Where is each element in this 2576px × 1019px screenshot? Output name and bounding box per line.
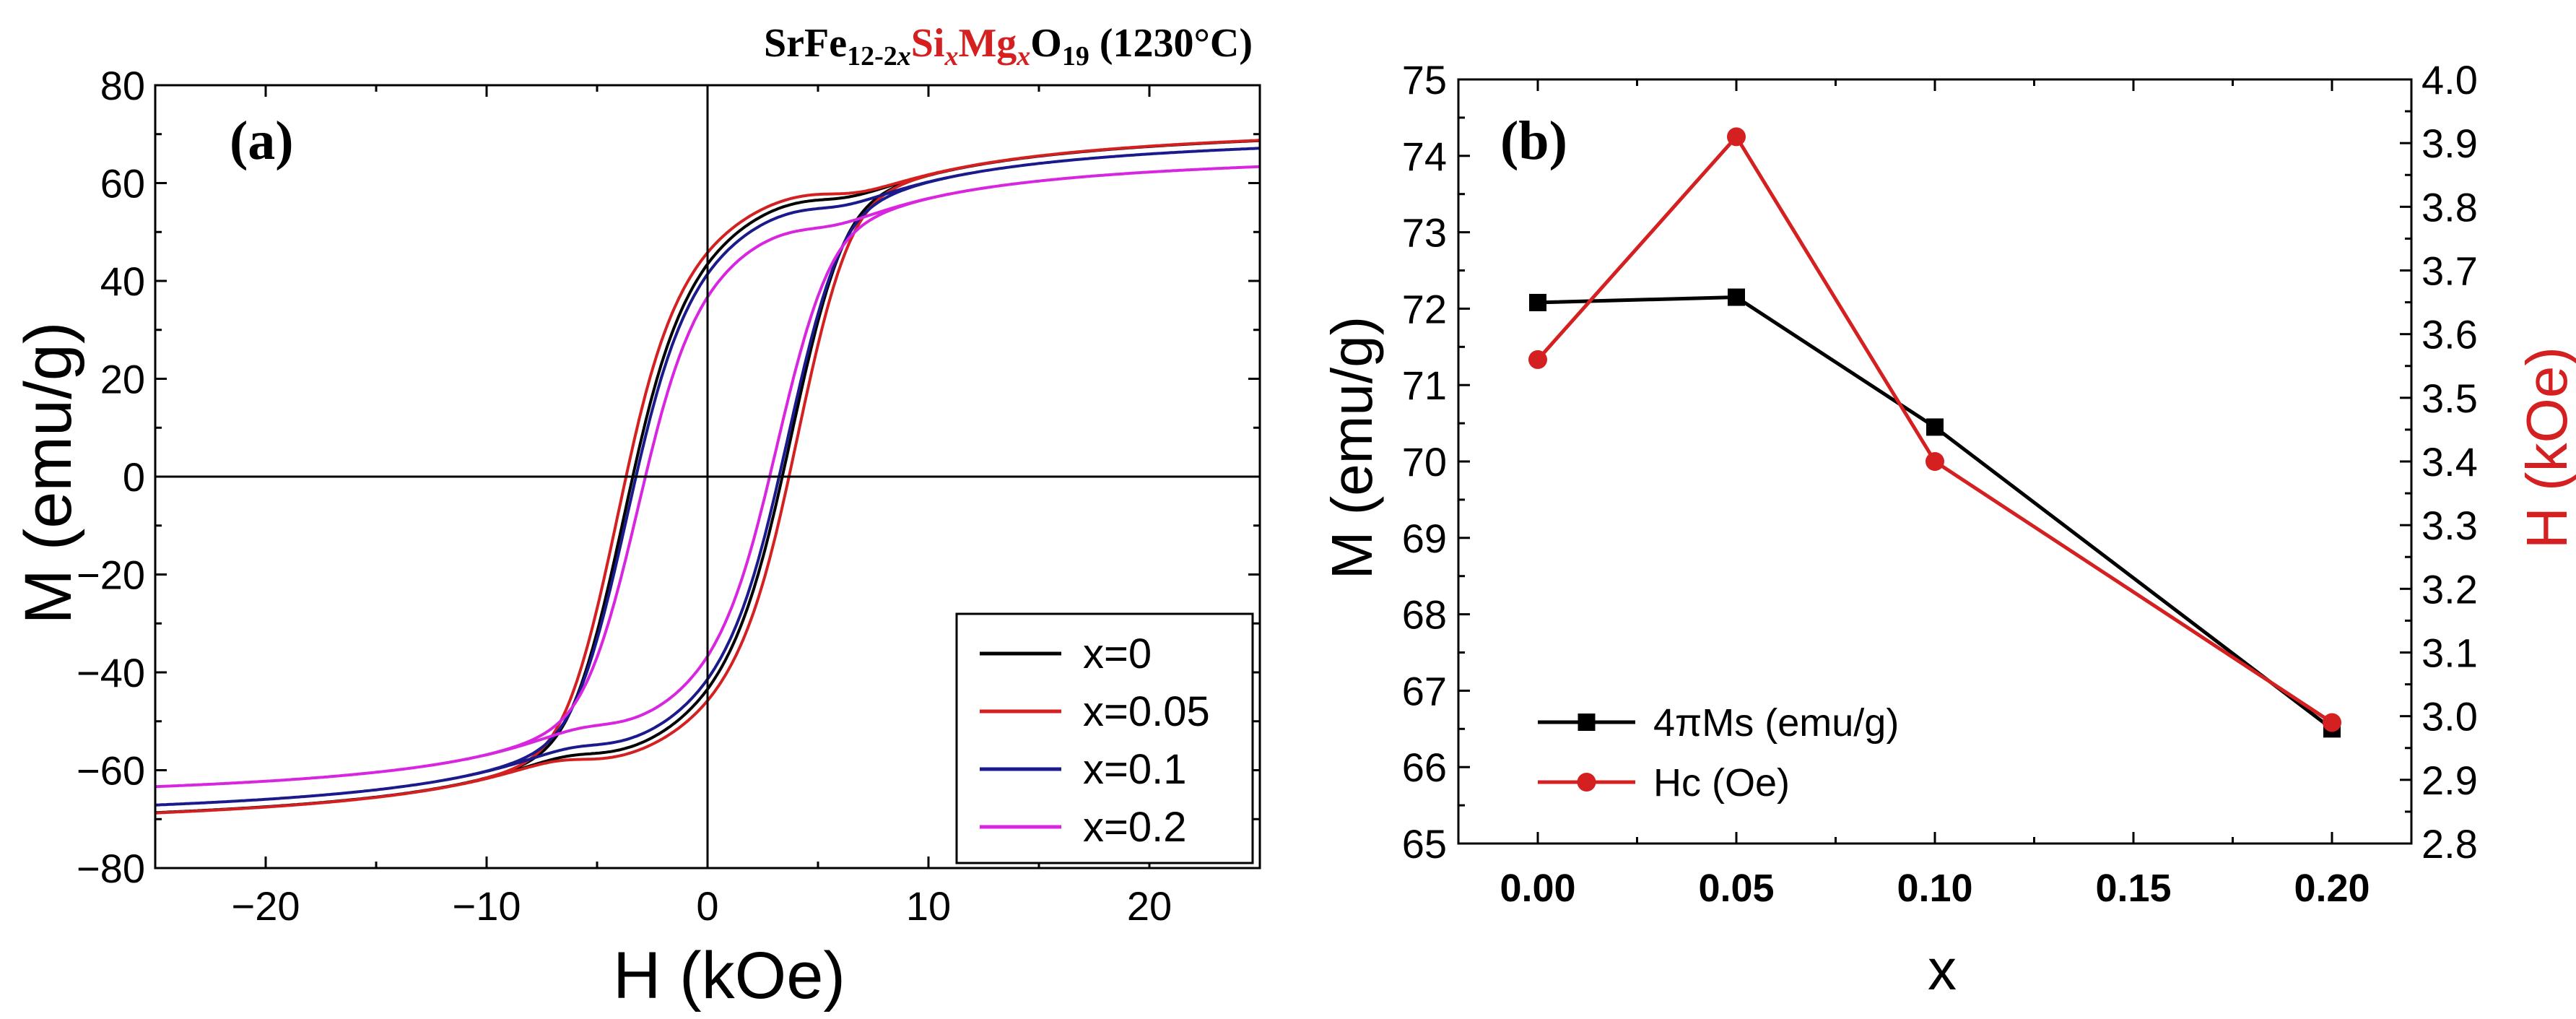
panel-label: (b) xyxy=(1500,110,1567,171)
x-tick-label: 0 xyxy=(696,883,718,929)
left-y-tick-label: 69 xyxy=(1402,516,1447,561)
legend-entry: x=0.05 xyxy=(1083,688,1210,735)
data-point-circle xyxy=(1926,452,1944,471)
left-y-tick-label: 74 xyxy=(1402,134,1447,179)
y-axis-label: M (emu/g) xyxy=(12,321,85,624)
title-part: x xyxy=(944,41,958,71)
right-y-tick-label: 3.3 xyxy=(2421,503,2478,548)
y-tick-labels: −80 −60 −40 −20 0 20 40 60 80 xyxy=(77,63,145,891)
legend-entry: 4πMs (emu/g) xyxy=(1653,701,1899,745)
ms-hc-panel: 0.00 0.05 0.10 0.15 0.20 65 66 67 68 69 70 71 72 73 7… xyxy=(1320,57,2576,1002)
legend-entry: x=0.2 xyxy=(1083,804,1187,851)
data-point-circle xyxy=(1528,350,1547,369)
right-y-tick-labels: 2.8 2.9 3.0 3.1 3.2 3.3 3.4 3.5 3.6 3.7 3.8 3.9 4.0 xyxy=(2421,57,2478,867)
legend: 4πMs (emu/g) Hc (Oe) xyxy=(1538,701,1899,805)
data-point-square xyxy=(1926,418,1944,436)
title-part: 12-2 xyxy=(847,41,897,71)
left-y-tick-label: 65 xyxy=(1402,821,1447,867)
left-y-tick-label: 75 xyxy=(1402,57,1447,103)
x-tick-label: 0.05 xyxy=(1698,867,1774,910)
hysteresis-panel: −20 −10 0 10 20 −80 −60 −40 −20 0 20 40 60 80 H (kOe… xyxy=(12,21,1261,1013)
y-tick-label: −20 xyxy=(77,552,145,598)
y-tick-label: 40 xyxy=(100,259,145,304)
x-axis-label: x xyxy=(1928,937,1957,1002)
x-tick-labels: −20 −10 0 10 20 xyxy=(232,883,1172,929)
x-tick-label: 0.15 xyxy=(2095,867,2171,910)
title-part: 19 xyxy=(1062,41,1089,71)
title-part: SrFe xyxy=(764,21,847,66)
x-tick-label: −20 xyxy=(232,883,300,929)
data-point-circle xyxy=(1727,127,1746,147)
right-y-tick-label: 2.8 xyxy=(2421,821,2478,867)
right-y-tick-label: 3.7 xyxy=(2421,248,2478,294)
y-tick-label: 60 xyxy=(100,161,145,207)
legend-entry: Hc (Oe) xyxy=(1653,761,1790,805)
legend-entry: x=0.1 xyxy=(1083,746,1187,793)
title-part: (1230°C) xyxy=(1089,21,1253,66)
x-axis-label: H (kOe) xyxy=(613,939,845,1013)
right-y-tick-label: 3.4 xyxy=(2421,439,2478,485)
data-point-square xyxy=(1529,293,1546,311)
data-point-circle xyxy=(2323,713,2341,732)
right-y-tick-label: 3.1 xyxy=(2421,630,2478,676)
y-tick-label: 80 xyxy=(100,63,145,108)
axis-ticks xyxy=(1458,78,2411,845)
right-y-tick-label: 3.6 xyxy=(2421,312,2478,357)
left-y-tick-label: 68 xyxy=(1402,592,1447,638)
legend: x=0 x=0.05 x=0.1 x=0.2 xyxy=(955,612,1254,864)
y-tick-label: −80 xyxy=(77,846,145,891)
left-y-tick-label: 73 xyxy=(1402,210,1447,256)
series-markers xyxy=(1528,127,2341,738)
y-tick-label: −40 xyxy=(77,650,145,695)
data-point-square xyxy=(1728,288,1745,306)
y-tick-label: 0 xyxy=(123,454,145,500)
x-tick-label: 10 xyxy=(906,883,951,929)
x-tick-label: 20 xyxy=(1127,883,1172,929)
left-y-tick-label: 71 xyxy=(1402,363,1447,408)
left-y-tick-label: 67 xyxy=(1402,668,1447,714)
right-y-tick-label: 4.0 xyxy=(2421,57,2478,103)
left-y-tick-label: 72 xyxy=(1402,286,1447,331)
left-y-tick-labels: 65 66 67 68 69 70 71 72 73 74 75 xyxy=(1402,57,1447,867)
left-y-tick-label: 66 xyxy=(1402,745,1447,790)
x-tick-label: 0.00 xyxy=(1500,867,1575,910)
x-tick-label: −10 xyxy=(453,883,521,929)
right-y-tick-label: 2.9 xyxy=(2421,758,2478,803)
x-tick-labels: 0.00 0.05 0.10 0.15 0.20 xyxy=(1500,867,2370,910)
right-y-axis-label: H (kOe) xyxy=(2515,347,2576,549)
left-y-axis-label: M (emu/g) xyxy=(1320,316,1384,580)
legend-entry: x=0 xyxy=(1083,630,1152,677)
axis-ticks xyxy=(154,84,1261,870)
series-line-circle xyxy=(1536,134,2333,724)
title-part: O xyxy=(1030,21,1062,66)
right-y-tick-label: 3.0 xyxy=(2421,694,2478,740)
title-part: x xyxy=(1016,41,1030,71)
title-part: x xyxy=(897,41,911,71)
right-y-tick-label: 3.9 xyxy=(2421,121,2478,166)
title-part: Mg xyxy=(958,21,1017,66)
x-tick-label: 0.10 xyxy=(1897,867,1972,910)
right-y-tick-label: 3.8 xyxy=(2421,184,2478,230)
y-tick-label: −60 xyxy=(77,748,145,794)
right-y-tick-label: 3.2 xyxy=(2421,566,2478,612)
left-y-tick-label: 70 xyxy=(1402,439,1447,485)
panel-label: (a) xyxy=(230,110,294,171)
chart-title: SrFe12-2xSixMgxO19 (1230°C) xyxy=(764,21,1253,71)
x-tick-label: 0.20 xyxy=(2294,867,2370,910)
y-tick-label: 20 xyxy=(100,357,145,402)
legend-marker-square xyxy=(1578,714,1596,731)
legend-marker-circle xyxy=(1577,773,1596,792)
series-lines xyxy=(1536,134,2333,731)
title-part: Si xyxy=(911,21,945,66)
right-y-tick-label: 3.5 xyxy=(2421,376,2478,421)
series-line-square xyxy=(1537,295,2333,731)
